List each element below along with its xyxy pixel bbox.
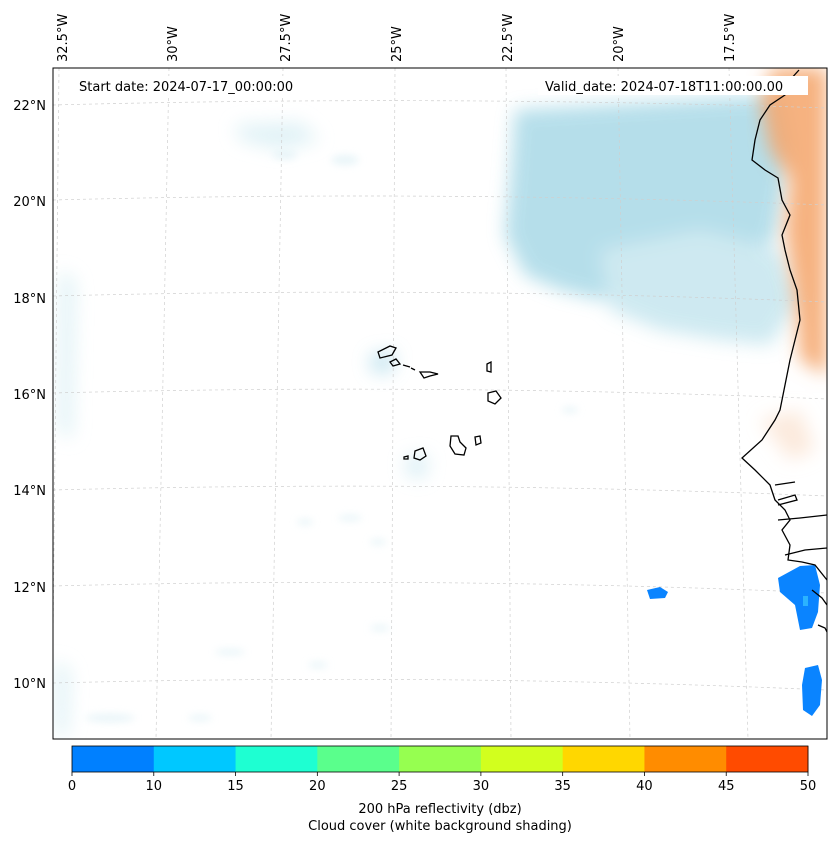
cloud-cover-shading bbox=[55, 95, 800, 735]
colorbar-tick-label: 25 bbox=[391, 779, 408, 794]
start-date-box bbox=[72, 76, 312, 95]
reflectivity-cells bbox=[647, 565, 822, 716]
map-frame bbox=[52, 67, 828, 740]
colorbar-segment bbox=[644, 746, 727, 772]
colorbar-segment bbox=[399, 746, 482, 772]
latitude-tick-label: 22°N bbox=[13, 99, 46, 114]
colorbar-label-cloud-cover: Cloud cover (white background shading) bbox=[308, 819, 572, 834]
colorbar-segment bbox=[153, 746, 237, 772]
colorbar-segment bbox=[726, 746, 809, 772]
valid-date-label: Valid_date: 2024-07-18T11:00:00.00 bbox=[545, 80, 783, 95]
longitude-tick-label: 30°W bbox=[166, 26, 181, 62]
colorbar-tick-label: 20 bbox=[309, 779, 326, 794]
colorbar-tick-label: 0 bbox=[68, 779, 76, 794]
colorbar-segment bbox=[317, 746, 400, 772]
longitude-tick-label: 17.5°W bbox=[723, 14, 738, 62]
colorbar-tick-label: 40 bbox=[636, 779, 653, 794]
colorbar-label-reflectivity: 200 hPa reflectivity (dbz) bbox=[358, 802, 521, 817]
colorbar-tick-label: 30 bbox=[473, 779, 490, 794]
longitude-labels: 32.5°W 30°W 27.5°W 25°W 22.5°W 20°W 17.5°W bbox=[56, 14, 738, 62]
light-cloud-patches bbox=[85, 151, 578, 722]
colorbar-tick-label: 50 bbox=[800, 779, 817, 794]
guinea-coast bbox=[811, 589, 827, 633]
colorbar-border bbox=[71, 745, 809, 773]
valid-date-box bbox=[538, 76, 808, 95]
colorbar: 0 10 15 20 25 30 35 40 45 50 bbox=[68, 745, 817, 794]
latitude-tick-label: 12°N bbox=[13, 581, 46, 596]
colorbar-tick-label: 35 bbox=[554, 779, 571, 794]
african-coastline bbox=[741, 69, 827, 581]
latitude-tick-label: 18°N bbox=[13, 292, 46, 307]
latitude-tick-label: 14°N bbox=[13, 484, 46, 499]
colorbar-tick-label: 45 bbox=[718, 779, 735, 794]
longitude-tick-label: 32.5°W bbox=[56, 14, 71, 62]
latitude-labels: 22°N 20°N 18°N 16°N 14°N 12°N 10°N bbox=[13, 99, 46, 692]
colorbar-segment bbox=[72, 746, 155, 772]
colorbar-segment bbox=[235, 746, 318, 772]
longitude-tick-label: 25°W bbox=[390, 26, 405, 62]
start-date-label: Start date: 2024-07-17_00:00:00 bbox=[79, 80, 293, 95]
latitude-tick-label: 10°N bbox=[13, 677, 46, 692]
colorbar-segment bbox=[480, 746, 564, 772]
longitude-tick-label: 27.5°W bbox=[279, 14, 294, 62]
latitude-tick-label: 16°N bbox=[13, 388, 46, 403]
gridlines bbox=[53, 68, 827, 739]
latitude-tick-label: 20°N bbox=[13, 195, 46, 210]
gambia-border bbox=[774, 481, 798, 506]
cape-verde-islands bbox=[377, 345, 502, 461]
longitude-tick-label: 22.5°W bbox=[501, 14, 516, 62]
colorbar-tick-label: 10 bbox=[146, 779, 163, 794]
senegal-south-border bbox=[777, 514, 827, 556]
colorbar-tick-label: 15 bbox=[227, 779, 244, 794]
colorbar-segment bbox=[562, 746, 645, 772]
longitude-tick-label: 20°W bbox=[612, 26, 627, 62]
